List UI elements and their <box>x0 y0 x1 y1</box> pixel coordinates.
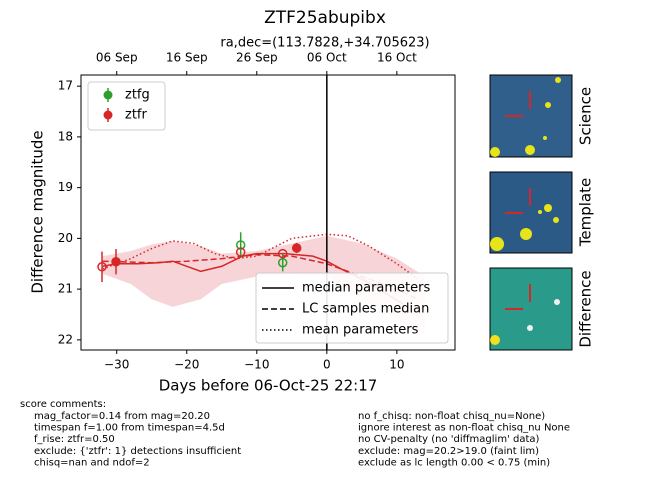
science-image <box>489 74 573 158</box>
legend-label: mean parameters <box>302 323 419 338</box>
comment-line: no CV-penalty (no 'diffmaglim' data) <box>358 434 540 445</box>
data-point <box>291 243 302 253</box>
x-axis-label: Days before 06-Oct-25 22:17 <box>159 377 378 395</box>
legend-marker <box>103 90 113 100</box>
comment-line: exclude: mag=20.2>19.0 (faint lim) <box>358 446 539 457</box>
y-tick-label: 20 <box>58 231 73 245</box>
comment-line: exclude: {'ztfr': 1} detections insuffic… <box>34 446 241 457</box>
comment-line: no f_chisq: non-float chisq_nu=None) <box>358 411 545 422</box>
legend-label: ztfr <box>125 108 147 123</box>
data-point <box>277 248 288 259</box>
uncertainty-band <box>102 235 425 335</box>
comment-line: timespan f=1.00 from timespan=4.5d <box>34 423 225 434</box>
y-axis-label: Difference magnitude <box>29 130 47 293</box>
legend-label: median parameters <box>302 281 430 296</box>
legend-box <box>255 272 449 344</box>
panel-label: Difference <box>577 270 595 347</box>
thumbnails: Science Template Difference <box>489 74 595 351</box>
x2-tick-label: 16 Sep <box>166 51 208 65</box>
x2-tick-label: 06 Oct <box>307 51 347 65</box>
data-point <box>235 247 246 257</box>
legend-label: LC samples median <box>302 302 429 317</box>
panel-label: Science <box>577 87 595 145</box>
data-point <box>111 256 121 267</box>
comments-heading: score comments: <box>20 399 106 410</box>
model-line <box>102 233 419 280</box>
legend: ztfg ztfr <box>87 81 166 131</box>
comment-line: ignore interest as non-float chisq_nu No… <box>358 423 570 434</box>
chart-subtitle: ra,dec=(113.7828,+34.705623) <box>220 36 429 51</box>
template-image <box>489 171 573 254</box>
legend-label: ztfg <box>125 88 150 103</box>
y-tick-label: 22 <box>58 332 73 346</box>
x-tick-label: −20 <box>174 358 199 372</box>
x-tick-label: 0 <box>323 358 331 372</box>
legend: median parameters LC samples median mean p… <box>255 272 449 344</box>
y-tick-label: 21 <box>58 282 73 296</box>
comment-line: mag_factor=0.14 from mag=20.20 <box>34 411 210 422</box>
comment-line: f_rise: ztfr=0.50 <box>34 434 115 445</box>
data-point <box>235 240 246 250</box>
chart-title: ZTF25abupibx <box>264 8 386 28</box>
panel-label: Template <box>577 178 595 247</box>
axes-frame <box>80 74 456 351</box>
x-tick-label: −30 <box>104 358 129 372</box>
y-tick-label: 17 <box>58 79 73 93</box>
x-tick-label: 10 <box>389 358 404 372</box>
x2-tick-label: 06 Sep <box>96 51 138 65</box>
x-tick-label: −10 <box>244 358 269 372</box>
data-point <box>97 262 107 272</box>
x2-tick-label: 16 Oct <box>377 51 417 65</box>
comment-line: chisq=nan and ndof=2 <box>34 457 150 468</box>
legend-marker <box>103 110 113 120</box>
comment-line: exclude as lc length 0.00 < 0.75 (min) <box>358 457 550 468</box>
difference-image <box>489 267 573 351</box>
data-point <box>277 257 288 268</box>
y-tick-label: 19 <box>58 180 73 194</box>
y-tick-label: 18 <box>58 129 73 143</box>
x2-tick-label: 26 Sep <box>236 51 278 65</box>
